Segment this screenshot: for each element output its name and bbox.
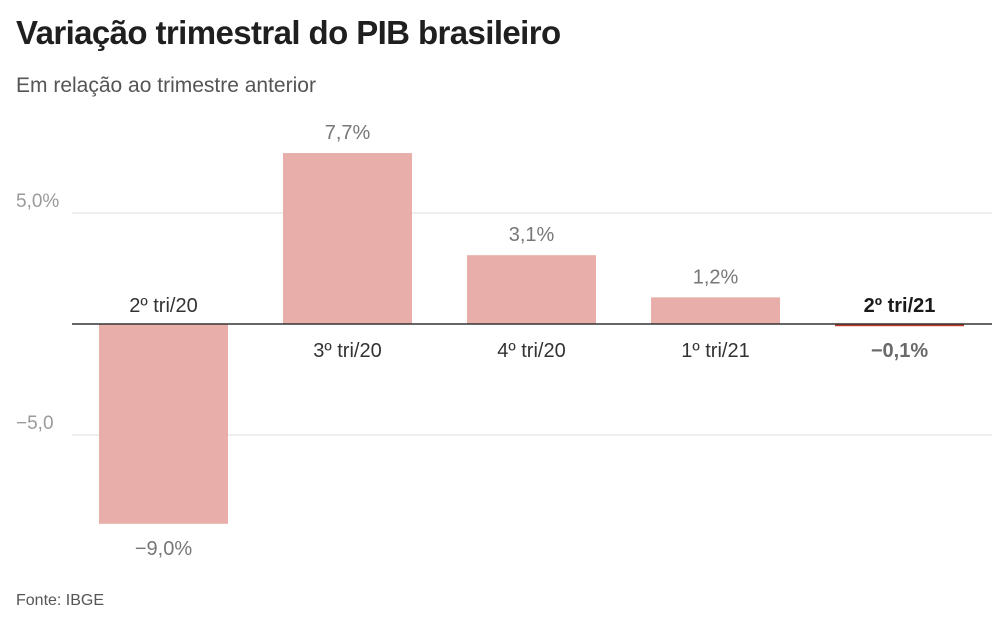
bar (651, 297, 780, 324)
value-label: −0,1% (871, 340, 928, 362)
labels: 5,0% −5,0 2º tri/20 −9,0% 3º tri/20 7,7% 4º tr… (16, 122, 935, 560)
y-tick-label: 5,0% (16, 191, 59, 212)
bar (467, 255, 596, 324)
source-note: Fonte: IBGE (16, 592, 105, 609)
category-label: 4º tri/20 (497, 340, 565, 362)
chart-subtitle: Em relação ao trimestre anterior (16, 74, 316, 97)
chart-title: Variação trimestral do PIB brasileiro (16, 14, 561, 51)
bar (99, 324, 228, 524)
value-label: 3,1% (509, 224, 555, 246)
category-label: 2º tri/21 (864, 295, 936, 317)
category-label: 2º tri/20 (129, 295, 197, 317)
value-label: 7,7% (325, 122, 371, 144)
bars (99, 153, 964, 524)
value-label: 1,2% (693, 266, 739, 288)
y-tick-label: −5,0 (16, 413, 54, 434)
bar (283, 153, 412, 324)
value-label: −9,0% (135, 538, 192, 560)
category-label: 1º tri/21 (681, 340, 749, 362)
category-label: 3º tri/20 (313, 340, 381, 362)
bar (835, 324, 964, 327)
